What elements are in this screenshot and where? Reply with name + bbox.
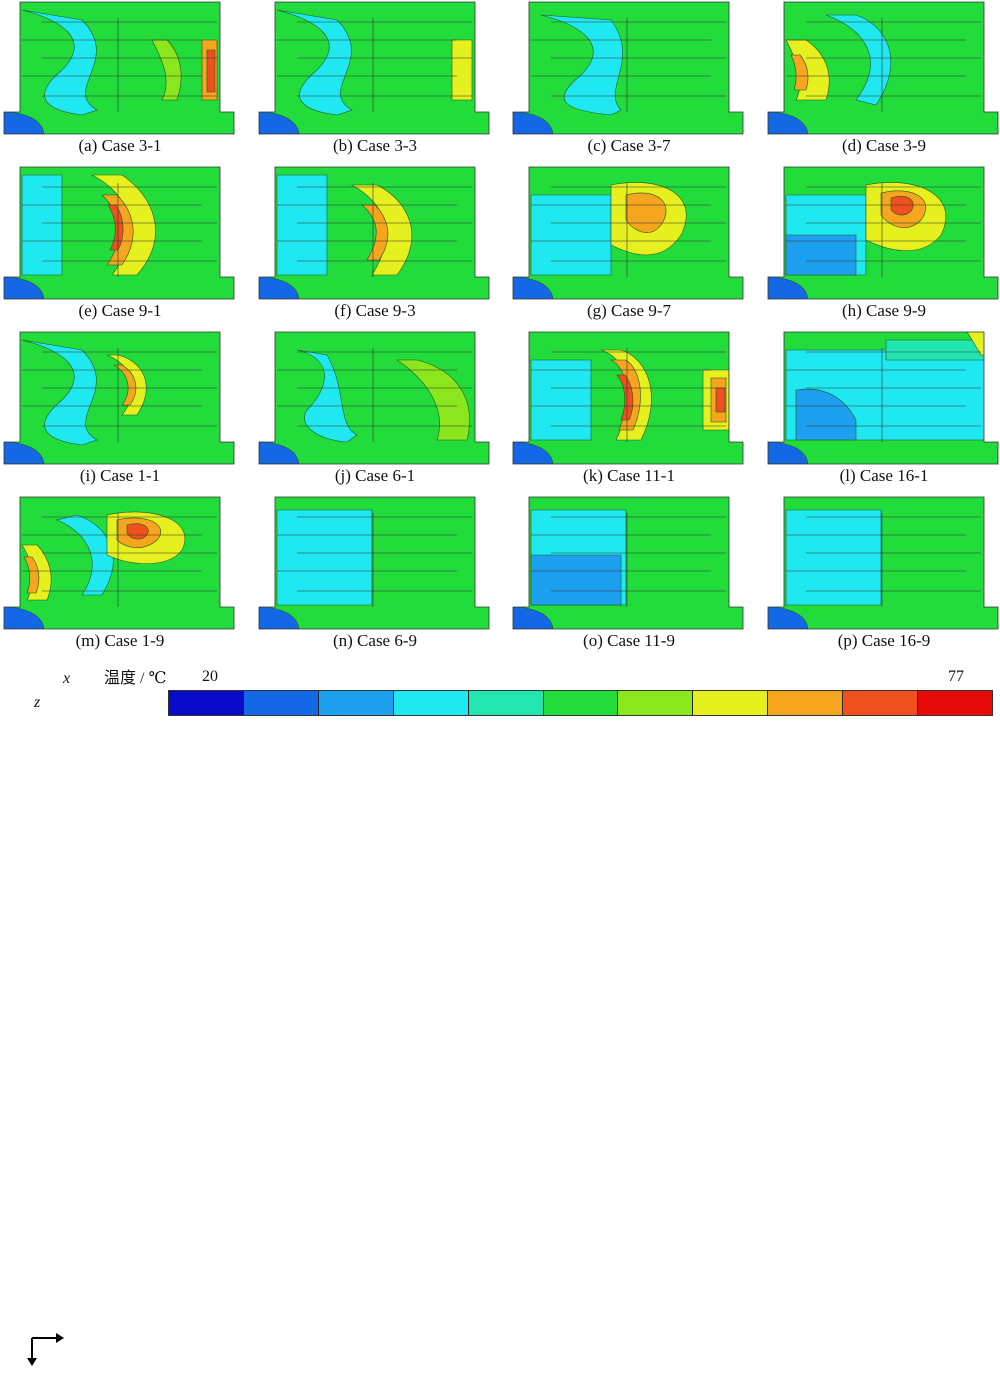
temperature-contour-plot bbox=[258, 1, 490, 135]
panel-caption: (h) Case 9-9 bbox=[841, 301, 927, 320]
legend-max-label: 77 bbox=[948, 668, 964, 685]
color-bar bbox=[168, 690, 993, 716]
contour-panel: (b) Case 3-3 bbox=[257, 0, 493, 155]
contour-panel: (a) Case 3-1 bbox=[2, 0, 238, 155]
panel-caption: (i) Case 1-1 bbox=[79, 466, 161, 485]
temperature-contour-plot bbox=[258, 496, 490, 630]
contour-panel: (i) Case 1-1 bbox=[2, 330, 238, 485]
contour-panel: (e) Case 9-1 bbox=[2, 165, 238, 320]
legend-title: 温度 / ℃ bbox=[104, 670, 167, 687]
panel-caption: (g) Case 9-7 bbox=[586, 301, 672, 320]
temperature-legend: x z 温度 / ℃ 20 77 bbox=[0, 660, 1000, 1366]
panel-caption: (o) Case 11-9 bbox=[583, 631, 675, 650]
temperature-contour-plot bbox=[767, 496, 999, 630]
color-bar-segment bbox=[243, 691, 319, 715]
panel-caption: (e) Case 9-1 bbox=[78, 301, 162, 320]
contour-panel: (p) Case 16-9 bbox=[766, 495, 1000, 650]
contour-panel: (o) Case 11-9 bbox=[511, 495, 747, 650]
axis-x-label: x bbox=[63, 670, 71, 687]
contour-panel: (m) Case 1-9 bbox=[2, 495, 238, 650]
color-bar-segment bbox=[468, 691, 544, 715]
color-bar-segment bbox=[918, 691, 992, 715]
contour-panel-grid: (a) Case 3-1 (b) Case 3-3 (c) Case 3-7 (d) … bbox=[0, 0, 1000, 660]
color-bar-segment bbox=[768, 691, 844, 715]
contour-panel: (k) Case 11-1 bbox=[511, 330, 747, 485]
panel-caption: (l) Case 16-1 bbox=[839, 466, 929, 485]
temperature-contour-plot bbox=[3, 331, 235, 465]
panel-caption: (d) Case 3-9 bbox=[841, 136, 927, 155]
temperature-contour-plot bbox=[767, 331, 999, 465]
temperature-contour-plot bbox=[258, 331, 490, 465]
panel-caption: (a) Case 3-1 bbox=[78, 136, 162, 155]
color-bar-segment bbox=[543, 691, 619, 715]
panel-caption: (n) Case 6-9 bbox=[332, 631, 418, 650]
color-bar-segment bbox=[843, 691, 919, 715]
axis-z-label: z bbox=[34, 694, 41, 711]
panel-caption: (p) Case 16-9 bbox=[837, 631, 931, 650]
temperature-contour-plot bbox=[767, 1, 999, 135]
contour-panel: (c) Case 3-7 bbox=[511, 0, 747, 155]
contour-panel: (l) Case 16-1 bbox=[766, 330, 1000, 485]
contour-panel: (j) Case 6-1 bbox=[257, 330, 493, 485]
legend-min-label: 20 bbox=[202, 668, 218, 685]
temperature-contour-plot bbox=[512, 166, 744, 300]
color-bar-segment bbox=[393, 691, 469, 715]
temperature-contour-plot bbox=[767, 166, 999, 300]
temperature-contour-plot bbox=[258, 166, 490, 300]
temperature-contour-plot bbox=[3, 496, 235, 630]
color-bar-segment bbox=[169, 691, 244, 715]
color-bar-segment bbox=[318, 691, 394, 715]
panel-caption: (b) Case 3-3 bbox=[332, 136, 418, 155]
contour-panel: (h) Case 9-9 bbox=[766, 165, 1000, 320]
panel-caption: (c) Case 3-7 bbox=[587, 136, 671, 155]
temperature-contour-plot bbox=[3, 1, 235, 135]
contour-panel: (n) Case 6-9 bbox=[257, 495, 493, 650]
color-bar-segment bbox=[618, 691, 694, 715]
axis-indicator-icon bbox=[27, 1333, 64, 1366]
contour-panel: (d) Case 3-9 bbox=[766, 0, 1000, 155]
temperature-contour-plot bbox=[512, 496, 744, 630]
panel-caption: (k) Case 11-1 bbox=[583, 466, 675, 485]
temperature-contour-plot bbox=[512, 1, 744, 135]
contour-panel: (f) Case 9-3 bbox=[257, 165, 493, 320]
temperature-contour-plot bbox=[3, 166, 235, 300]
panel-caption: (m) Case 1-9 bbox=[75, 631, 165, 650]
panel-caption: (f) Case 9-3 bbox=[334, 301, 416, 320]
panel-caption: (j) Case 6-1 bbox=[334, 466, 416, 485]
contour-panel: (g) Case 9-7 bbox=[511, 165, 747, 320]
temperature-contour-plot bbox=[512, 331, 744, 465]
color-bar-segment bbox=[693, 691, 769, 715]
